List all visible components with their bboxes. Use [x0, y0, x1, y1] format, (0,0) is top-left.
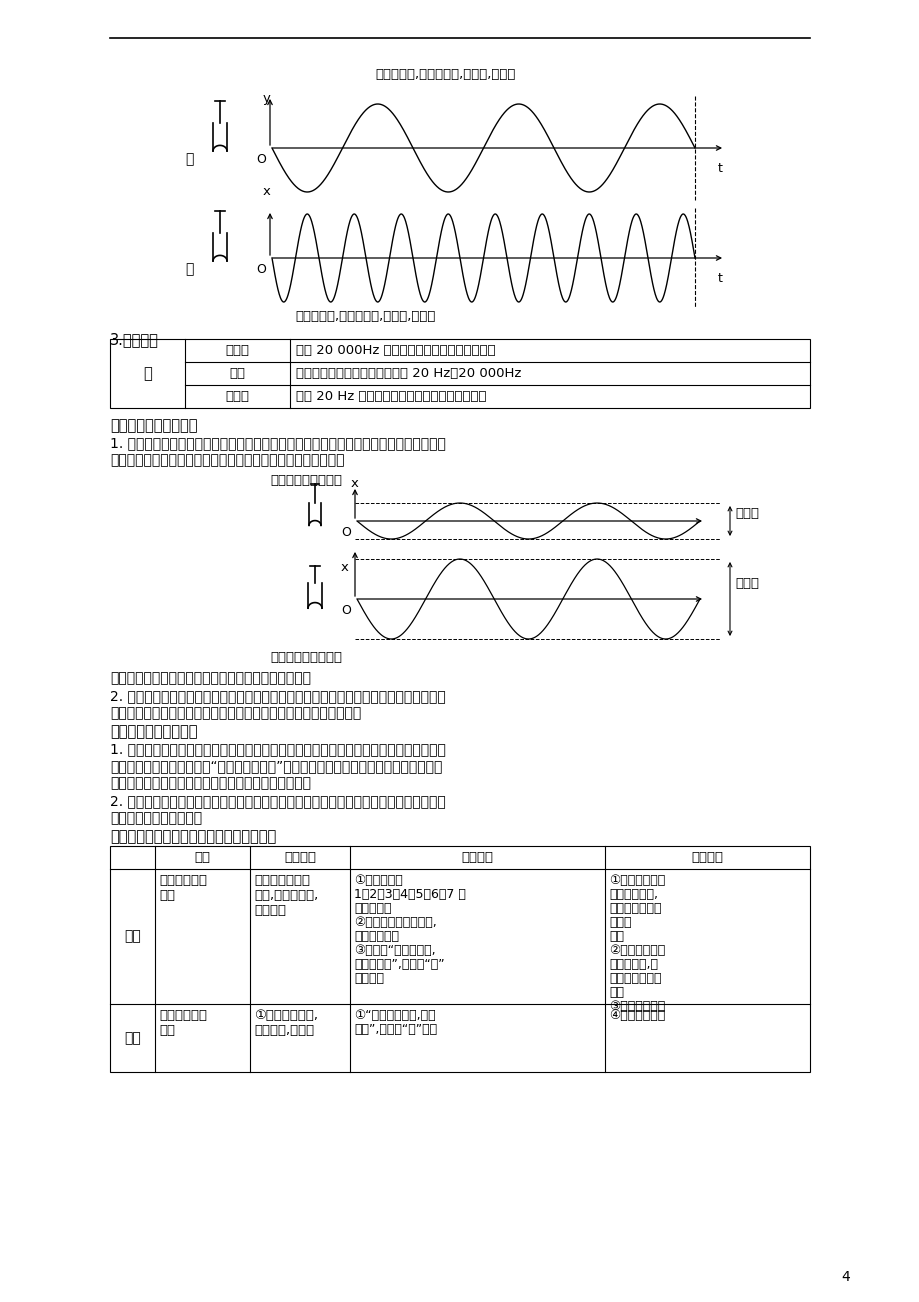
Text: ④声音的传播速: ④声音的传播速 — [608, 1009, 664, 1022]
Text: ②音色只与发声: ②音色只与发声 — [608, 944, 664, 957]
Bar — [110, 846, 809, 1072]
Text: 知能解读：（四）音调、响度、音色的对比: 知能解读：（四）音调、响度、音色的对比 — [110, 829, 276, 844]
Text: 调不一: 调不一 — [608, 917, 630, 930]
Text: ③声音的传播速: ③声音的传播速 — [608, 1000, 664, 1013]
Text: 影响因素是发声体本身。: 影响因素是发声体本身。 — [110, 811, 202, 825]
Text: 振幅小: 振幅小 — [734, 506, 758, 519]
Text: t: t — [717, 272, 722, 285]
Text: ①同一音阶中: ①同一音阶中 — [354, 874, 403, 887]
Text: 知能解读：（二）响度: 知能解读：（二）响度 — [110, 418, 198, 434]
Text: 人耳觉到声音: 人耳觉到声音 — [159, 1009, 207, 1022]
Text: 人耳觉到声音: 人耳觉到声音 — [159, 874, 207, 887]
Text: 声: 声 — [143, 366, 152, 381]
Text: 甲: 甲 — [185, 152, 193, 165]
Text: 粗沉指音调低: 粗沉指音调低 — [354, 930, 399, 943]
Text: x: x — [351, 477, 358, 490]
Text: 知能解读：（三）音色: 知能解读：（三）音色 — [110, 724, 198, 740]
Text: 体本身有关,不: 体本身有关,不 — [608, 958, 657, 971]
Text: 响度: 响度 — [124, 1031, 141, 1046]
Text: 不清”,这里的“低”指响: 不清”,这里的“低”指响 — [354, 1023, 437, 1036]
Text: 4: 4 — [840, 1269, 849, 1284]
Text: 1、2、3、4、5、6、7 音: 1、2、3、4、5、6、7 音 — [354, 888, 465, 901]
Text: 拓展：物体在振动时偏离原来位置的最大距离叫振幅。: 拓展：物体在振动时偏离原来位置的最大距离叫振幅。 — [110, 671, 311, 685]
Text: 指音调高: 指音调高 — [354, 973, 383, 986]
Text: O: O — [255, 263, 266, 276]
Text: 定高: 定高 — [608, 930, 623, 943]
Text: 低于 20 Hz 的声叫次声波，如大象用以交流的声: 低于 20 Hz 的声叫次声波，如大象用以交流的声 — [296, 391, 486, 404]
Text: ①发声体的振幅,: ①发声体的振幅, — [254, 1009, 318, 1022]
Text: O: O — [255, 154, 266, 165]
Text: 我唱不上去”,这里的“高”: 我唱不上去”,这里的“高” — [354, 958, 444, 971]
Text: 2. 影响音色的因素：音色是由发声体的材料、结构和振动方式等因素决定的，因此音色的: 2. 影响音色的因素：音色是由发声体的材料、结构和振动方式等因素决定的，因此音色… — [110, 794, 446, 809]
Text: x: x — [341, 561, 348, 574]
Text: 次声波: 次声波 — [225, 391, 249, 404]
Text: 发出声音的音色是不同的。“闻其声而知其人”，就是因为每个人的声音都有各自的特征，: 发出声音的音色是不同的。“闻其声而知其人”，就是因为每个人的声音都有各自的特征， — [110, 759, 442, 773]
Text: 响度不一定大,: 响度不一定大, — [608, 888, 657, 901]
Text: 高低: 高低 — [159, 889, 175, 902]
Text: 2. 响度与距离的关系：同样大小的声音，我们距离发声体近时听到的声音比远时的大，可: 2. 响度与距离的关系：同样大小的声音，我们距离发声体近时听到的声音比远时的大，… — [110, 689, 446, 703]
Text: ②声音的尖细指音调高,: ②声音的尖细指音调高, — [354, 917, 437, 930]
Text: 高于 20 000Hz 的声叫超声波，如蝠蝠发出的声: 高于 20 000Hz 的声叫超声波，如蝠蝠发出的声 — [296, 344, 495, 357]
Text: 决定因素: 决定因素 — [284, 852, 315, 865]
Text: 1. 响度：是指人耳感受到的声音强弱。响度跟发声体的振幅有关。振幅越大，响度越大；: 1. 响度：是指人耳感受到的声音强弱。响度跟发声体的振幅有关。振幅越大，响度越大… — [110, 436, 446, 450]
Text: 日常描述: 日常描述 — [461, 852, 493, 865]
Text: 强弱: 强弱 — [159, 1023, 175, 1036]
Text: 超声波: 超声波 — [225, 344, 249, 357]
Text: 用较小的力敖击音叉: 用较小的力敖击音叉 — [269, 474, 342, 487]
Text: t: t — [717, 161, 722, 174]
Text: 用较小的力敖击音叉: 用较小的力敖击音叉 — [269, 651, 342, 664]
Text: 振幅大: 振幅大 — [734, 577, 758, 590]
Text: 调逐个升高: 调逐个升高 — [354, 902, 391, 915]
Text: 相同时间内,振动次数少,频率低,音调低: 相同时间内,振动次数少,频率低,音调低 — [375, 68, 515, 81]
Text: 声音: 声音 — [229, 367, 245, 380]
Text: 相关说明: 相关说明 — [691, 852, 722, 865]
Bar — [110, 339, 809, 408]
Text: 1. 音色：音色也叫音质或音品，它反映了每个物体发出的声音的特有品质。不同发声体所: 1. 音色：音色也叫音质或音品，它反映了每个物体发出的声音的特有品质。不同发声体… — [110, 742, 446, 756]
Text: 乙: 乙 — [185, 262, 193, 276]
Text: 音调: 音调 — [124, 930, 141, 944]
Text: 见响度还跟距离发声体的远近有关系。距离越远，听到的声音越弱。: 见响度还跟距离发声体的远近有关系。距离越远，听到的声音越弱。 — [110, 706, 361, 720]
Text: 频率,频率的越高,: 频率,频率的越高, — [254, 889, 318, 902]
Text: 受音调、响度的: 受音调、响度的 — [608, 973, 661, 986]
Text: 影响: 影响 — [608, 986, 623, 999]
Text: ③唱歌时“这一句太高,: ③唱歌时“这一句太高, — [354, 944, 436, 957]
Text: 振幅越大,响度越: 振幅越大,响度越 — [254, 1023, 313, 1036]
Text: 振幅越小，响度越小。振幅不同，声音的波形不同，如图所示。: 振幅越小，响度越小。振幅不同，声音的波形不同，如图所示。 — [110, 453, 344, 467]
Text: 3.声的分类: 3.声的分类 — [110, 332, 159, 348]
Text: 音调越高: 音调越高 — [254, 904, 286, 917]
Text: 相同时间内,振动次数多,频率高,音调高: 相同时间内,振动次数多,频率高,音调高 — [295, 310, 435, 323]
Text: ①音调高的声音: ①音调高的声音 — [608, 874, 664, 887]
Text: 人类能听到的声叫声音，频率在 20 Hz～20 000Hz: 人类能听到的声叫声音，频率在 20 Hz～20 000Hz — [296, 367, 521, 380]
Text: y: y — [263, 92, 270, 105]
Text: ①“你的声音太低,我听: ①“你的声音太低,我听 — [354, 1009, 436, 1022]
Text: 响度大的声音音: 响度大的声音音 — [608, 902, 661, 915]
Text: x: x — [263, 185, 270, 198]
Text: 即不同人的音色不同，故听到说话声便可分辨出是谁。: 即不同人的音色不同，故听到说话声便可分辨出是谁。 — [110, 776, 311, 790]
Text: 概念: 概念 — [194, 852, 210, 865]
Text: O: O — [341, 604, 350, 617]
Text: O: O — [341, 526, 350, 539]
Text: 感发声体振动的: 感发声体振动的 — [254, 874, 310, 887]
